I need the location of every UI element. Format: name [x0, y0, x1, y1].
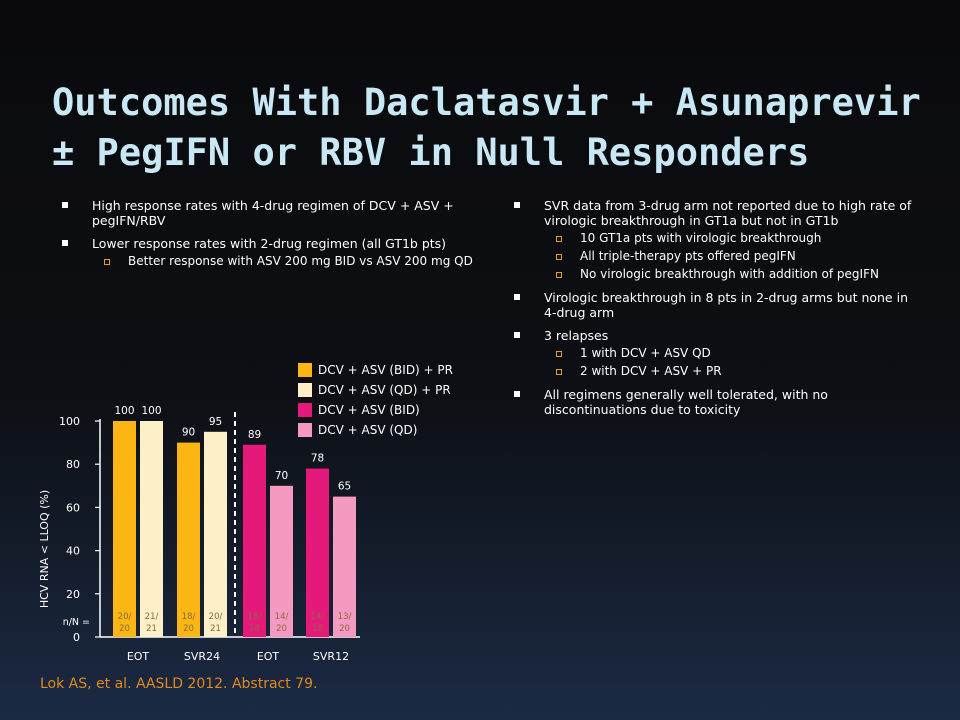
legend-label: DCV + ASV (QD) + PR [318, 383, 451, 397]
y-tick-label: 40 [66, 545, 80, 558]
bar-n-label: 13/ [338, 612, 352, 622]
bar-n-label: 20 [339, 624, 350, 634]
bar [140, 421, 163, 637]
left-bullet: Lower response rates with 2-drug regimen… [60, 236, 480, 269]
sub-bullet: Better response with ASV 200 mg BID vs A… [92, 254, 480, 269]
y-tick-label: 60 [66, 501, 80, 514]
bar-n-label: 21 [210, 624, 221, 634]
x-category-label: SVR24 [184, 650, 220, 663]
bar-n-label: 14/ [275, 612, 289, 622]
sub-bullet: 10 GT1a pts with virologic breakthrough [544, 231, 912, 246]
bar-value-label: 65 [338, 481, 351, 493]
left-bullet-list: High response rates with 4-drug regimen … [60, 198, 480, 277]
sub-bullet: No virologic breakthrough with addition … [544, 267, 912, 282]
bullet-text: Virologic breakthrough in 8 pts in 2-dru… [544, 290, 908, 320]
bullet-text: High response rates with 4-drug regimen … [92, 198, 454, 228]
bar-value-label: 100 [114, 405, 134, 417]
bar [306, 468, 329, 637]
bar-n-label: 20 [119, 624, 130, 634]
bar-n-label: 18 [312, 624, 323, 634]
bar-n-label: 20/ [209, 612, 223, 622]
legend-item: DCV + ASV (BID) + PR [298, 360, 453, 380]
bar-value-label: 78 [311, 453, 324, 465]
y-axis-label: HCV RNA < LLOQ (%) [38, 490, 51, 608]
bar-n-label: 16/ [248, 612, 262, 622]
n-label: n/N = [63, 617, 90, 628]
bar-n-label: 20 [276, 624, 287, 634]
bullet-text: Lower response rates with 2-drug regimen… [92, 236, 447, 251]
y-tick-label: 80 [66, 458, 80, 471]
bullet-text: All regimens generally well tolerated, w… [544, 387, 828, 417]
bar [243, 444, 266, 637]
slide-title: Outcomes With Daclatasvir + Asunaprevir … [52, 81, 921, 174]
left-bullet: High response rates with 4-drug regimen … [60, 198, 480, 228]
bar-value-label: 95 [209, 416, 222, 428]
legend-swatch [298, 363, 312, 377]
legend-item: DCV + ASV (BID) [298, 400, 453, 420]
legend-swatch [298, 383, 312, 397]
legend-swatch [298, 423, 312, 437]
bar [333, 496, 356, 637]
x-category-label: EOT [127, 650, 150, 663]
right-bullet: 3 relapses 1 with DCV + ASV QD 2 with DCV … [512, 328, 912, 379]
right-bullet: All regimens generally well tolerated, w… [512, 387, 912, 417]
bullet-text: SVR data from 3-drug arm not reported du… [544, 198, 912, 228]
right-bullet-list: SVR data from 3-drug arm not reported du… [512, 198, 912, 425]
y-tick-label: 0 [73, 631, 80, 644]
bar-n-label: 20 [183, 624, 194, 634]
chart-legend: DCV + ASV (BID) + PR DCV + ASV (QD) + PR D… [298, 360, 453, 440]
bar-n-label: 21/ [145, 612, 159, 622]
bar-value-label: 90 [182, 427, 195, 439]
legend-item: DCV + ASV (QD) + PR [298, 380, 453, 400]
legend-label: DCV + ASV (BID) [318, 403, 420, 417]
bar [270, 485, 293, 637]
bar-n-label: 20/ [118, 612, 132, 622]
citation: Lok AS, et al. AASLD 2012. Abstract 79. [40, 676, 318, 692]
sub-bullet: 2 with DCV + ASV + PR [544, 364, 912, 379]
bullet-text: 3 relapses [544, 328, 609, 343]
legend-item: DCV + ASV (QD) [298, 420, 453, 440]
bar-n-label: 18/ [182, 612, 196, 622]
bar [177, 442, 200, 637]
sub-bullet: All triple-therapy pts offered pegIFN [544, 249, 912, 264]
bar-n-label: 21 [146, 624, 157, 634]
bar [113, 421, 136, 637]
y-tick-label: 20 [66, 588, 80, 601]
legend-swatch [298, 403, 312, 417]
bar [204, 431, 227, 637]
bar-n-label: 14/ [311, 612, 325, 622]
bar-n-label: 18 [249, 624, 260, 634]
right-bullet: Virologic breakthrough in 8 pts in 2-dru… [512, 290, 912, 320]
legend-label: DCV + ASV (BID) + PR [318, 363, 453, 377]
x-category-label: EOT [257, 650, 280, 663]
sub-bullet: 1 with DCV + ASV QD [544, 346, 912, 361]
y-tick-label: 100 [59, 415, 80, 428]
bar-value-label: 89 [248, 429, 261, 441]
bar-value-label: 100 [141, 405, 161, 417]
right-bullet: SVR data from 3-drug arm not reported du… [512, 198, 912, 282]
bar-value-label: 70 [275, 470, 288, 482]
x-category-label: SVR12 [313, 650, 349, 663]
legend-label: DCV + ASV (QD) [318, 423, 418, 437]
